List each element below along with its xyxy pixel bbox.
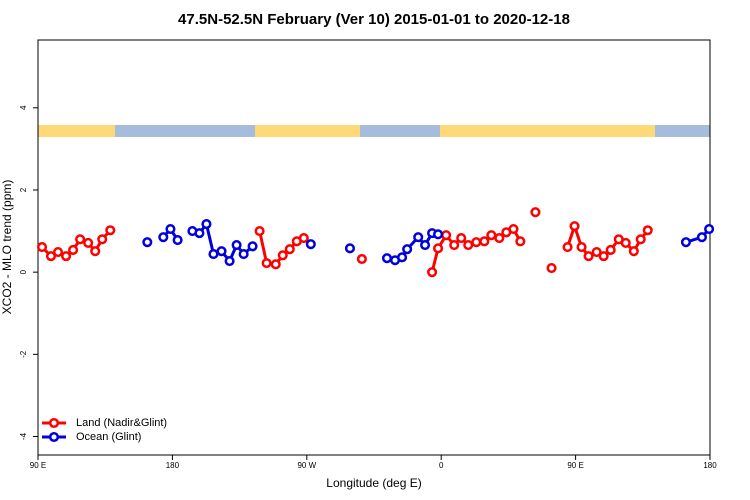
y-tick-label: 2 [19,187,28,192]
data-point [158,232,169,243]
data-point [105,225,116,236]
data-point [433,243,444,254]
data-point [494,232,505,244]
x-tick-label: 0 [439,461,444,470]
data-point [216,246,227,257]
data-point [463,239,474,251]
data-point [605,244,616,256]
y-tick-label: -4 [19,432,28,440]
data-point [208,249,219,260]
data-point [486,230,497,241]
data-point [270,259,281,270]
data-point [61,251,72,262]
data-point [569,221,580,232]
data-point [68,244,79,256]
data-point [83,237,94,249]
data-point [508,223,519,235]
legend-marker [48,417,60,429]
data-point [433,229,444,240]
data-point [238,249,249,260]
data-point [97,234,108,245]
data-point [52,246,64,258]
data-point [515,236,526,247]
data-point [172,235,183,246]
data-point [224,256,235,267]
data-point [402,244,413,255]
y-tick-label: 4 [19,105,28,110]
data-point [642,225,653,236]
data-point [598,251,609,262]
chart-title: 47.5N-52.5N February (Ver 10) 2015-01-01… [178,11,570,28]
data-point [344,243,356,254]
data-point [36,242,48,253]
data-point [449,239,460,251]
data-point [456,232,467,244]
data-point [381,253,393,264]
data-point [427,267,438,278]
x-tick-label: 90 W [297,461,316,470]
data-point [471,237,482,248]
y-tick-label: 0 [19,269,28,274]
data-point [628,246,639,257]
data-point [704,223,715,235]
data-point [194,228,205,239]
data-point [231,239,242,251]
x-tick-label: 180 [703,461,717,470]
data-point [696,232,707,243]
data-point [142,237,153,248]
data-point [298,232,309,244]
x-tick-label: 90 E [567,461,583,470]
data-point [356,253,367,265]
y-axis-label: XCO2 - MLO trend (ppm) [0,180,14,315]
data-point [397,252,408,263]
data-point [420,239,431,251]
data-point [277,250,288,261]
x-tick-label: 180 [166,461,180,470]
data-point [261,258,272,269]
legend-marker [48,431,60,443]
x-tick-label: 90 E [30,461,46,470]
data-point [546,262,557,274]
data-point [441,230,452,241]
data-point [90,246,101,257]
data-point [413,232,424,243]
data-point [576,242,587,253]
data-point [635,234,646,245]
data-point [201,219,212,230]
data-point [45,251,57,262]
legend-label: Land (Nadir&Glint) [76,417,167,429]
data-point [620,237,631,249]
data-point [562,242,573,253]
data-point [680,237,692,248]
land-ocean-strip [38,125,710,137]
data-point [479,236,490,247]
data-point [75,234,86,245]
data-point [530,207,541,218]
data-point [583,251,594,262]
x-axis-label: Longitude (deg E) [326,476,421,490]
data-point [254,226,265,237]
data-point [247,241,258,252]
data-point [591,246,602,258]
data-point [165,223,176,235]
data-point [305,239,316,250]
data-point [284,244,295,255]
legend-label: Ocean (Glint) [76,431,141,443]
y-tick-label: -2 [19,350,28,358]
